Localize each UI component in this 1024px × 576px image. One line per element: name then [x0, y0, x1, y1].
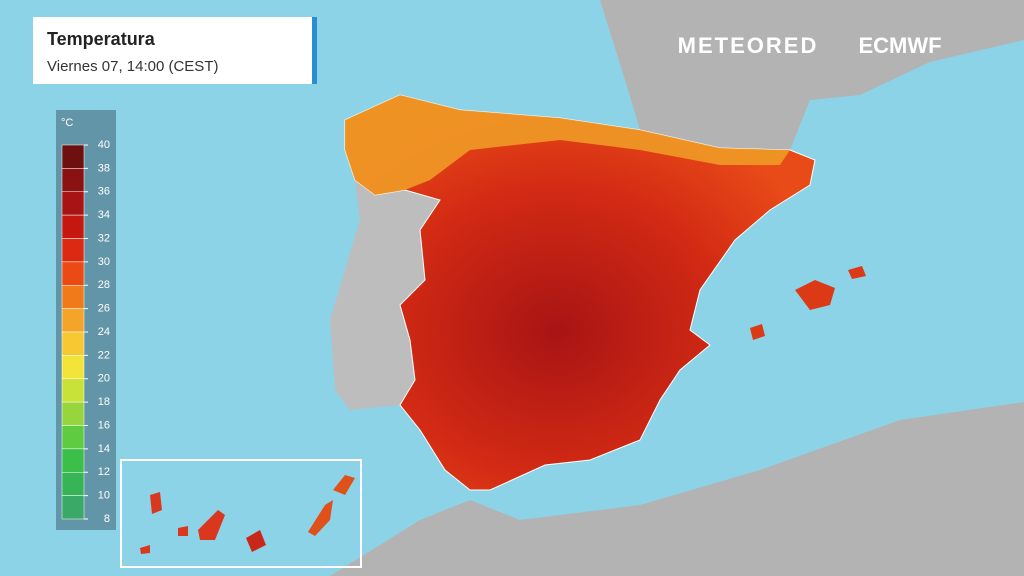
subtitle: Viernes 07, 14:00 (CEST) [47, 58, 218, 75]
legend-swatch [61, 448, 85, 473]
legend-swatch [61, 238, 85, 263]
legend-unit: °C [61, 117, 73, 129]
brand: ECMWF [858, 33, 941, 58]
north-coast [345, 95, 790, 195]
legend-swatch [61, 378, 85, 403]
portugal [330, 180, 440, 410]
island [178, 526, 188, 536]
legend-label: 16 [98, 419, 110, 431]
title-accent [312, 17, 317, 84]
ibiza [750, 324, 765, 340]
legend-swatch [61, 191, 85, 216]
legend: 40 38 36 34 32 30 28 26 24 22 20 18 16 14 12 10 8 [61, 139, 110, 525]
menorca [848, 266, 866, 279]
title: Temperatura [47, 29, 156, 49]
canary-inset [120, 459, 362, 568]
island [140, 545, 150, 554]
legend-swatch [61, 472, 85, 496]
legend-swatch [61, 144, 85, 169]
legend-label: 8 [104, 513, 110, 525]
legend-label: 38 [98, 162, 110, 174]
legend-label: 40 [98, 139, 110, 151]
island [150, 492, 162, 514]
legend-label: 20 [98, 373, 110, 385]
africa [330, 402, 1024, 576]
legend-label: 10 [98, 490, 110, 502]
legend-label: 14 [98, 443, 110, 455]
legend-label: 28 [98, 279, 110, 291]
legend-swatch [61, 285, 85, 309]
legend-swatch [61, 401, 85, 426]
legend-swatch [61, 495, 85, 520]
legend-swatch [61, 425, 85, 450]
legend-swatch [61, 355, 85, 379]
legend-swatch [61, 331, 85, 356]
legend-label: 36 [98, 186, 110, 198]
inset-frame [120, 459, 362, 568]
legend-swatch [61, 308, 85, 333]
legend-label: 22 [98, 349, 110, 361]
legend-swatch [61, 261, 85, 286]
island [198, 510, 225, 540]
legend-swatch [61, 214, 85, 239]
france [600, 0, 1024, 150]
legend-label: 34 [98, 209, 110, 221]
legend-label: 24 [98, 326, 110, 338]
mallorca [795, 280, 835, 310]
legend-label: 32 [98, 232, 110, 244]
spain [344, 94, 816, 491]
island [308, 500, 333, 536]
legend-label: 30 [98, 256, 110, 268]
legend-label: 26 [98, 303, 110, 315]
title-box [33, 17, 317, 84]
legend-label: 12 [98, 466, 110, 478]
island [333, 475, 355, 495]
legend-label: 18 [98, 396, 110, 408]
legend-swatch [61, 168, 85, 192]
island [246, 530, 266, 552]
brand: METEORED [678, 33, 819, 58]
